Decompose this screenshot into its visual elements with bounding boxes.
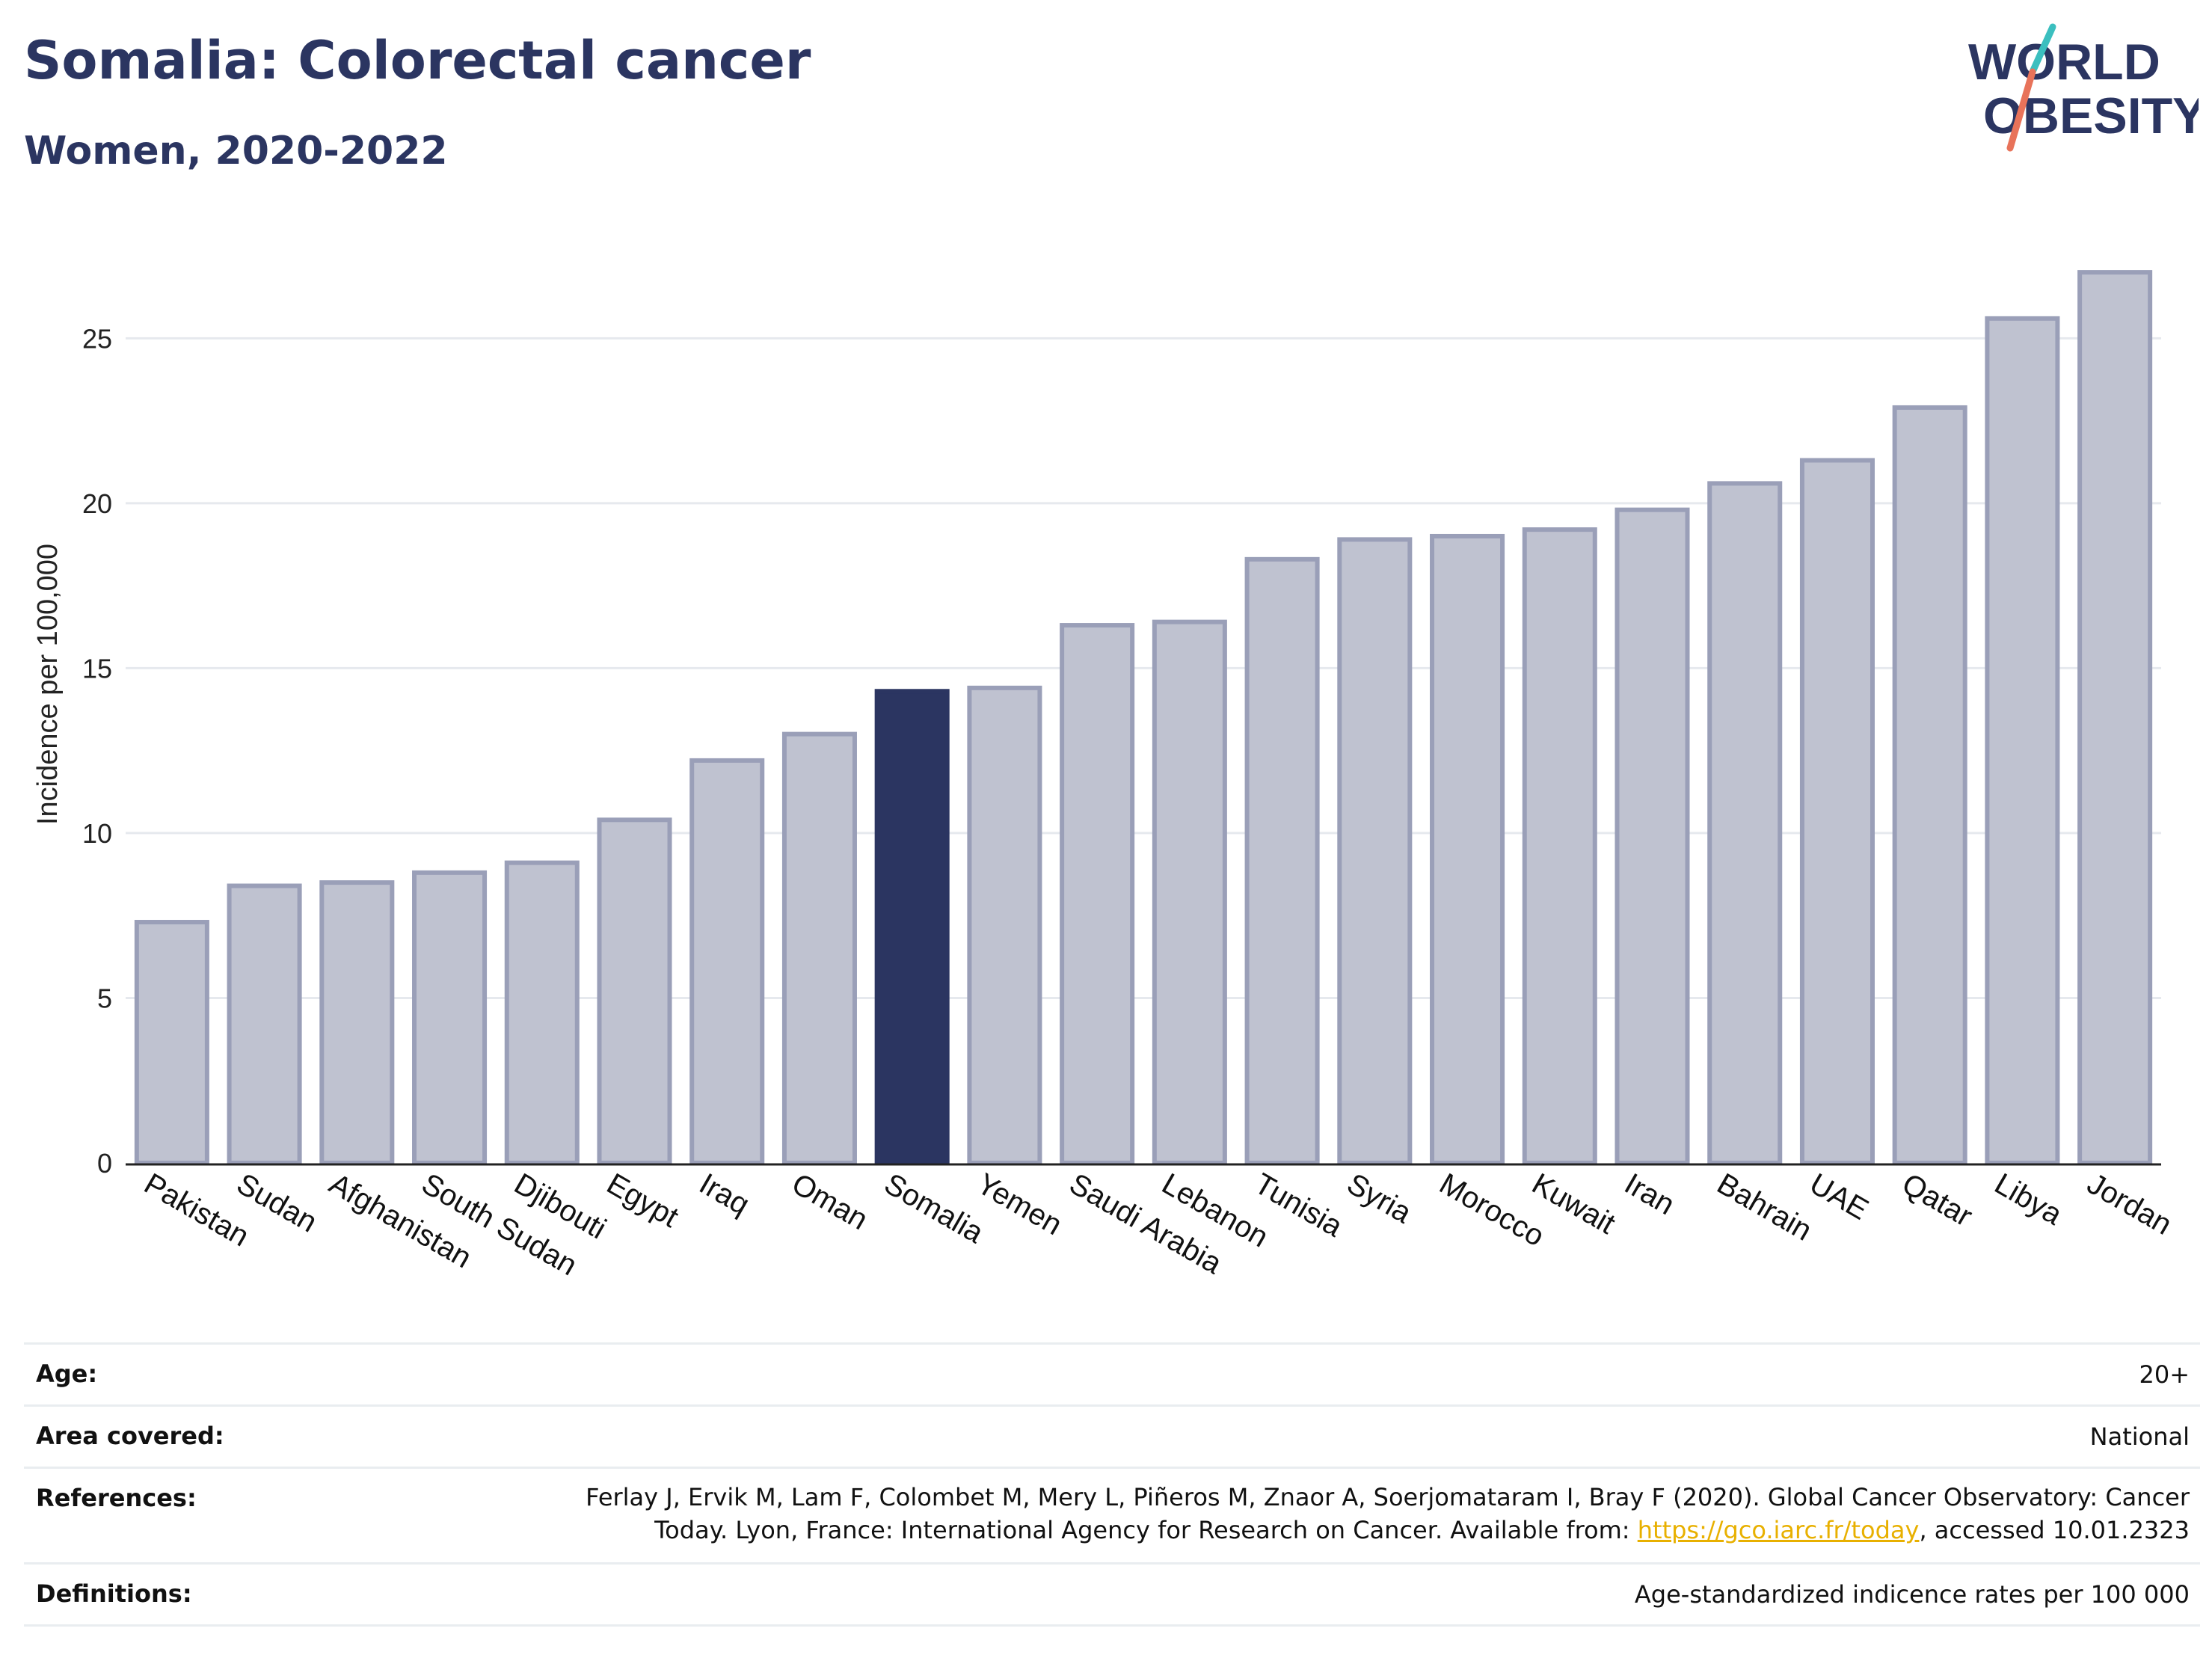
meta-row-references: References: Ferlay J, Ervik M, Lam F, Co… <box>24 1467 2200 1562</box>
x-tick-jordan: Jordan <box>2082 1167 2178 1241</box>
logo-line1: WORLD <box>1968 34 2160 90</box>
x-tick-pakistan: Pakistan <box>138 1167 254 1253</box>
logo-slash-teal <box>2029 23 2056 76</box>
x-tick-morocco: Morocco <box>1434 1167 1550 1253</box>
y-tick-15: 15 <box>82 653 112 684</box>
x-tick-qatar: Qatar <box>1896 1167 1978 1233</box>
references-label: References: <box>36 1484 197 1512</box>
bar-egypt <box>597 817 672 1166</box>
area-label: Area covered: <box>36 1422 224 1450</box>
bar-djibouti <box>504 860 580 1165</box>
bar-iran <box>1615 507 1690 1165</box>
x-tick-libya: Libya <box>1989 1167 2068 1232</box>
bar-syria <box>1337 537 1413 1165</box>
bar-somalia <box>874 689 950 1165</box>
world-obesity-logo: WORLD OBESITY <box>1968 23 2199 152</box>
references-value: Ferlay J, Ervik M, Lam F, Colombet M, Me… <box>586 1481 2190 1547</box>
references-line1: Ferlay J, Ervik M, Lam F, Colombet M, Me… <box>586 1483 2190 1511</box>
definitions-label: Definitions: <box>36 1579 192 1608</box>
references-link[interactable]: https://gco.iarc.fr/today <box>1637 1516 1920 1544</box>
bar-lebanon <box>1152 619 1227 1165</box>
metadata-table: Age: 20+ Area covered: National Referenc… <box>24 1342 2200 1627</box>
bar-tunisia <box>1244 556 1320 1165</box>
references-line2-post: , accessed 10.01.2323 <box>1919 1516 2190 1544</box>
definitions-value: Age-standardized indicence rates per 100… <box>1634 1580 2190 1609</box>
chart-subtitle: Women, 2020-2022 <box>24 129 448 174</box>
x-tick-iraq: Iraq <box>694 1167 755 1222</box>
chart-title: Somalia: Colorectal cancer <box>24 30 811 91</box>
bar-oman <box>781 731 857 1165</box>
x-tick-somalia: Somalia <box>879 1167 989 1250</box>
bar-afghanistan <box>319 880 395 1165</box>
y-tick-0: 0 <box>97 1148 112 1179</box>
x-tick-syria: Syria <box>1342 1167 1418 1230</box>
y-tick-25: 25 <box>82 323 112 354</box>
bar-pakistan <box>134 920 209 1165</box>
age-label: Age: <box>36 1360 98 1388</box>
y-tick-labels: 0 5 10 15 20 25 <box>82 323 112 1179</box>
x-tick-iran: Iran <box>1619 1167 1680 1222</box>
bar-uae <box>1799 458 1875 1165</box>
area-value: National <box>2089 1422 2190 1451</box>
bar-libya <box>1985 316 2060 1165</box>
bar-saudi-arabia <box>1060 623 1135 1165</box>
x-tick-bahrain: Bahrain <box>1712 1167 1817 1247</box>
logo-slash-coral <box>2006 68 2036 152</box>
y-axis-label: Incidence per 100,000 <box>32 544 64 825</box>
bar-morocco <box>1430 533 1505 1165</box>
bar-bahrain <box>1707 481 1783 1165</box>
bar-yemen <box>967 685 1042 1165</box>
references-line2-pre: Today. Lyon, France: International Agenc… <box>654 1516 1638 1544</box>
y-tick-20: 20 <box>82 488 112 519</box>
bars <box>126 270 2161 1166</box>
x-tick-yemen: Yemen <box>971 1167 1068 1242</box>
bar-jordan <box>2077 270 2153 1165</box>
references-line2: Today. Lyon, France: International Agenc… <box>586 1514 2190 1547</box>
bar-kuwait <box>1522 527 1597 1165</box>
bar-qatar <box>1892 405 1967 1165</box>
bar-sudan <box>227 883 302 1165</box>
bar-south-sudan <box>412 870 488 1166</box>
x-tick-oman: Oman <box>786 1167 873 1237</box>
meta-row-definitions: Definitions: Age-standardized indicence … <box>24 1562 2200 1627</box>
bar-iraq <box>689 758 765 1165</box>
y-tick-5: 5 <box>97 983 112 1013</box>
y-tick-10: 10 <box>82 818 112 849</box>
x-tick-egypt: Egypt <box>601 1167 684 1234</box>
meta-row-area: Area covered: National <box>24 1404 2200 1467</box>
meta-row-age: Age: 20+ <box>24 1342 2200 1404</box>
age-value: 20+ <box>2139 1360 2190 1389</box>
